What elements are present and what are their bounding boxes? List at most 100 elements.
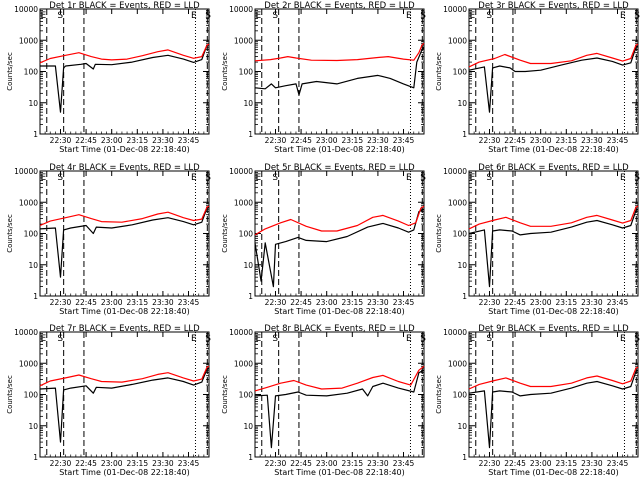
event-marker-label: E [191, 11, 197, 21]
x-tick-label: 22:45 [290, 298, 312, 307]
events-series-line [39, 367, 210, 443]
lld-series-line [39, 365, 210, 387]
event-marker-label: E [620, 334, 626, 344]
x-tick-label: 23:45 [393, 459, 415, 468]
panel-title: Det 2r BLACK = Events, RED = LLD [264, 1, 415, 11]
x-tick-label: 23:45 [607, 136, 629, 145]
x-axis-label: Start Time (01-Dec-08 22:18:40) [59, 468, 190, 477]
events-series-line [468, 45, 639, 113]
y-tick-label: 1 [462, 292, 467, 301]
x-tick-label: 23:45 [178, 459, 200, 468]
y-tick-label: 100 [24, 68, 39, 77]
x-tick-label: 22:30 [265, 459, 287, 468]
y-tick-label: 1000 [234, 359, 253, 368]
event-marker-label: S [57, 11, 63, 21]
event-marker-label: S [272, 334, 278, 344]
y-tick-label: 1000 [448, 359, 467, 368]
y-tick-label: 1000 [19, 198, 38, 207]
event-marker-label: E [41, 173, 47, 183]
x-tick-label: 23:00 [530, 298, 552, 307]
x-tick-label: 23:15 [126, 459, 148, 468]
chart-panel-5: Det 5r BLACK = Events, RED = LLD 1 10 100 10… [221, 163, 426, 316]
event-marker-label: E [256, 173, 262, 183]
x-tick-label: 23:00 [101, 136, 123, 145]
x-tick-label: 23:45 [393, 298, 415, 307]
y-tick-label: 1 [33, 453, 38, 462]
axes-frame [39, 331, 210, 458]
event-marker-label: E [256, 334, 262, 344]
y-tick-label: 10 [457, 99, 467, 108]
y-tick-label: 10000 [229, 5, 253, 14]
y-tick-label: 10 [457, 422, 467, 431]
y-tick-label: 10000 [14, 5, 38, 14]
x-tick-label: 22:30 [265, 298, 287, 307]
y-tick-label: 1 [248, 453, 253, 462]
x-tick-label: 23:15 [555, 136, 577, 145]
panel-title: Det 5r BLACK = Events, RED = LLD [264, 163, 415, 173]
event-marker-label: S [634, 334, 640, 344]
y-tick-label: 1000 [234, 198, 253, 207]
axes-frame [468, 8, 639, 135]
axes-frame [39, 170, 210, 297]
x-tick-label: 22:30 [479, 136, 501, 145]
axes-frame [254, 170, 425, 297]
x-tick-label: 22:45 [290, 459, 312, 468]
chart-panel-2: Det 2r BLACK = Events, RED = LLD 1 10 100 10… [221, 1, 426, 154]
chart-panel-8: Det 8r BLACK = Events, RED = LLD 1 10 100 10… [221, 324, 426, 477]
x-tick-label: 23:00 [530, 459, 552, 468]
x-tick-label: 23:00 [316, 298, 338, 307]
x-axis-label: Start Time (01-Dec-08 22:18:40) [488, 145, 619, 154]
event-marker-label: S [205, 334, 211, 344]
axes-frame [468, 331, 639, 458]
y-tick-label: 10 [28, 261, 38, 270]
events-series-line [40, 44, 209, 113]
event-marker-label: E [41, 11, 47, 21]
y-tick-label: 100 [453, 68, 468, 77]
chart-panel-9: Det 9r BLACK = Events, RED = LLD 1 10 100 10… [435, 324, 640, 477]
x-tick-label: 22:30 [50, 459, 72, 468]
axes-frame [468, 170, 639, 297]
event-marker-label: S [57, 334, 63, 344]
x-axis-label: Start Time (01-Dec-08 22:18:40) [59, 145, 190, 154]
x-tick-label: 23:45 [607, 459, 629, 468]
event-marker-label: S [634, 173, 640, 183]
axes-frame [254, 8, 425, 135]
x-tick-label: 23:15 [555, 298, 577, 307]
panel-title: Det 8r BLACK = Events, RED = LLD [264, 324, 415, 334]
x-tick-label: 23:15 [341, 136, 363, 145]
lld-series-line [254, 365, 425, 392]
chart-panel-3: Det 3r BLACK = Events, RED = LLD 1 10 100 10… [435, 1, 640, 154]
x-tick-label: 22:45 [504, 298, 526, 307]
y-tick-label: 100 [453, 391, 468, 400]
chart-panel-4: Det 4r BLACK = Events, RED = LLD 1 10 100 10… [6, 163, 211, 316]
y-tick-label: 10000 [229, 328, 253, 337]
y-tick-label: 1 [248, 130, 253, 139]
y-tick-label: 100 [24, 230, 39, 239]
x-tick-label: 22:45 [504, 459, 526, 468]
y-tick-label: 1000 [448, 198, 467, 207]
y-tick-label: 100 [239, 230, 254, 239]
y-tick-label: 1000 [19, 36, 38, 45]
x-tick-label: 22:45 [75, 136, 97, 145]
event-marker-label: E [470, 334, 476, 344]
x-tick-label: 22:45 [290, 136, 312, 145]
x-tick-label: 22:30 [479, 298, 501, 307]
event-marker-label: S [272, 11, 278, 21]
y-axis-label: Counts/sec [221, 214, 229, 253]
x-tick-label: 23:30 [152, 136, 174, 145]
chart-panel-1: Det 1r BLACK = Events, RED = LLD 1 10 100 10… [6, 1, 211, 154]
events-series-line [254, 46, 425, 96]
lld-series-line [254, 205, 425, 236]
y-axis-label: Counts/sec [6, 214, 14, 253]
event-marker-label: E [620, 173, 626, 183]
x-tick-label: 22:30 [265, 136, 287, 145]
y-tick-label: 1 [33, 292, 38, 301]
y-tick-label: 10000 [443, 5, 467, 14]
panel-title: Det 1r BLACK = Events, RED = LLD [49, 1, 200, 11]
event-marker-label: E [256, 11, 262, 21]
events-series-line [39, 206, 210, 278]
event-marker-label: E [406, 334, 412, 344]
axes-frame [39, 8, 210, 135]
x-axis-label: Start Time (01-Dec-08 22:18:40) [274, 468, 405, 477]
y-tick-label: 10 [243, 99, 253, 108]
